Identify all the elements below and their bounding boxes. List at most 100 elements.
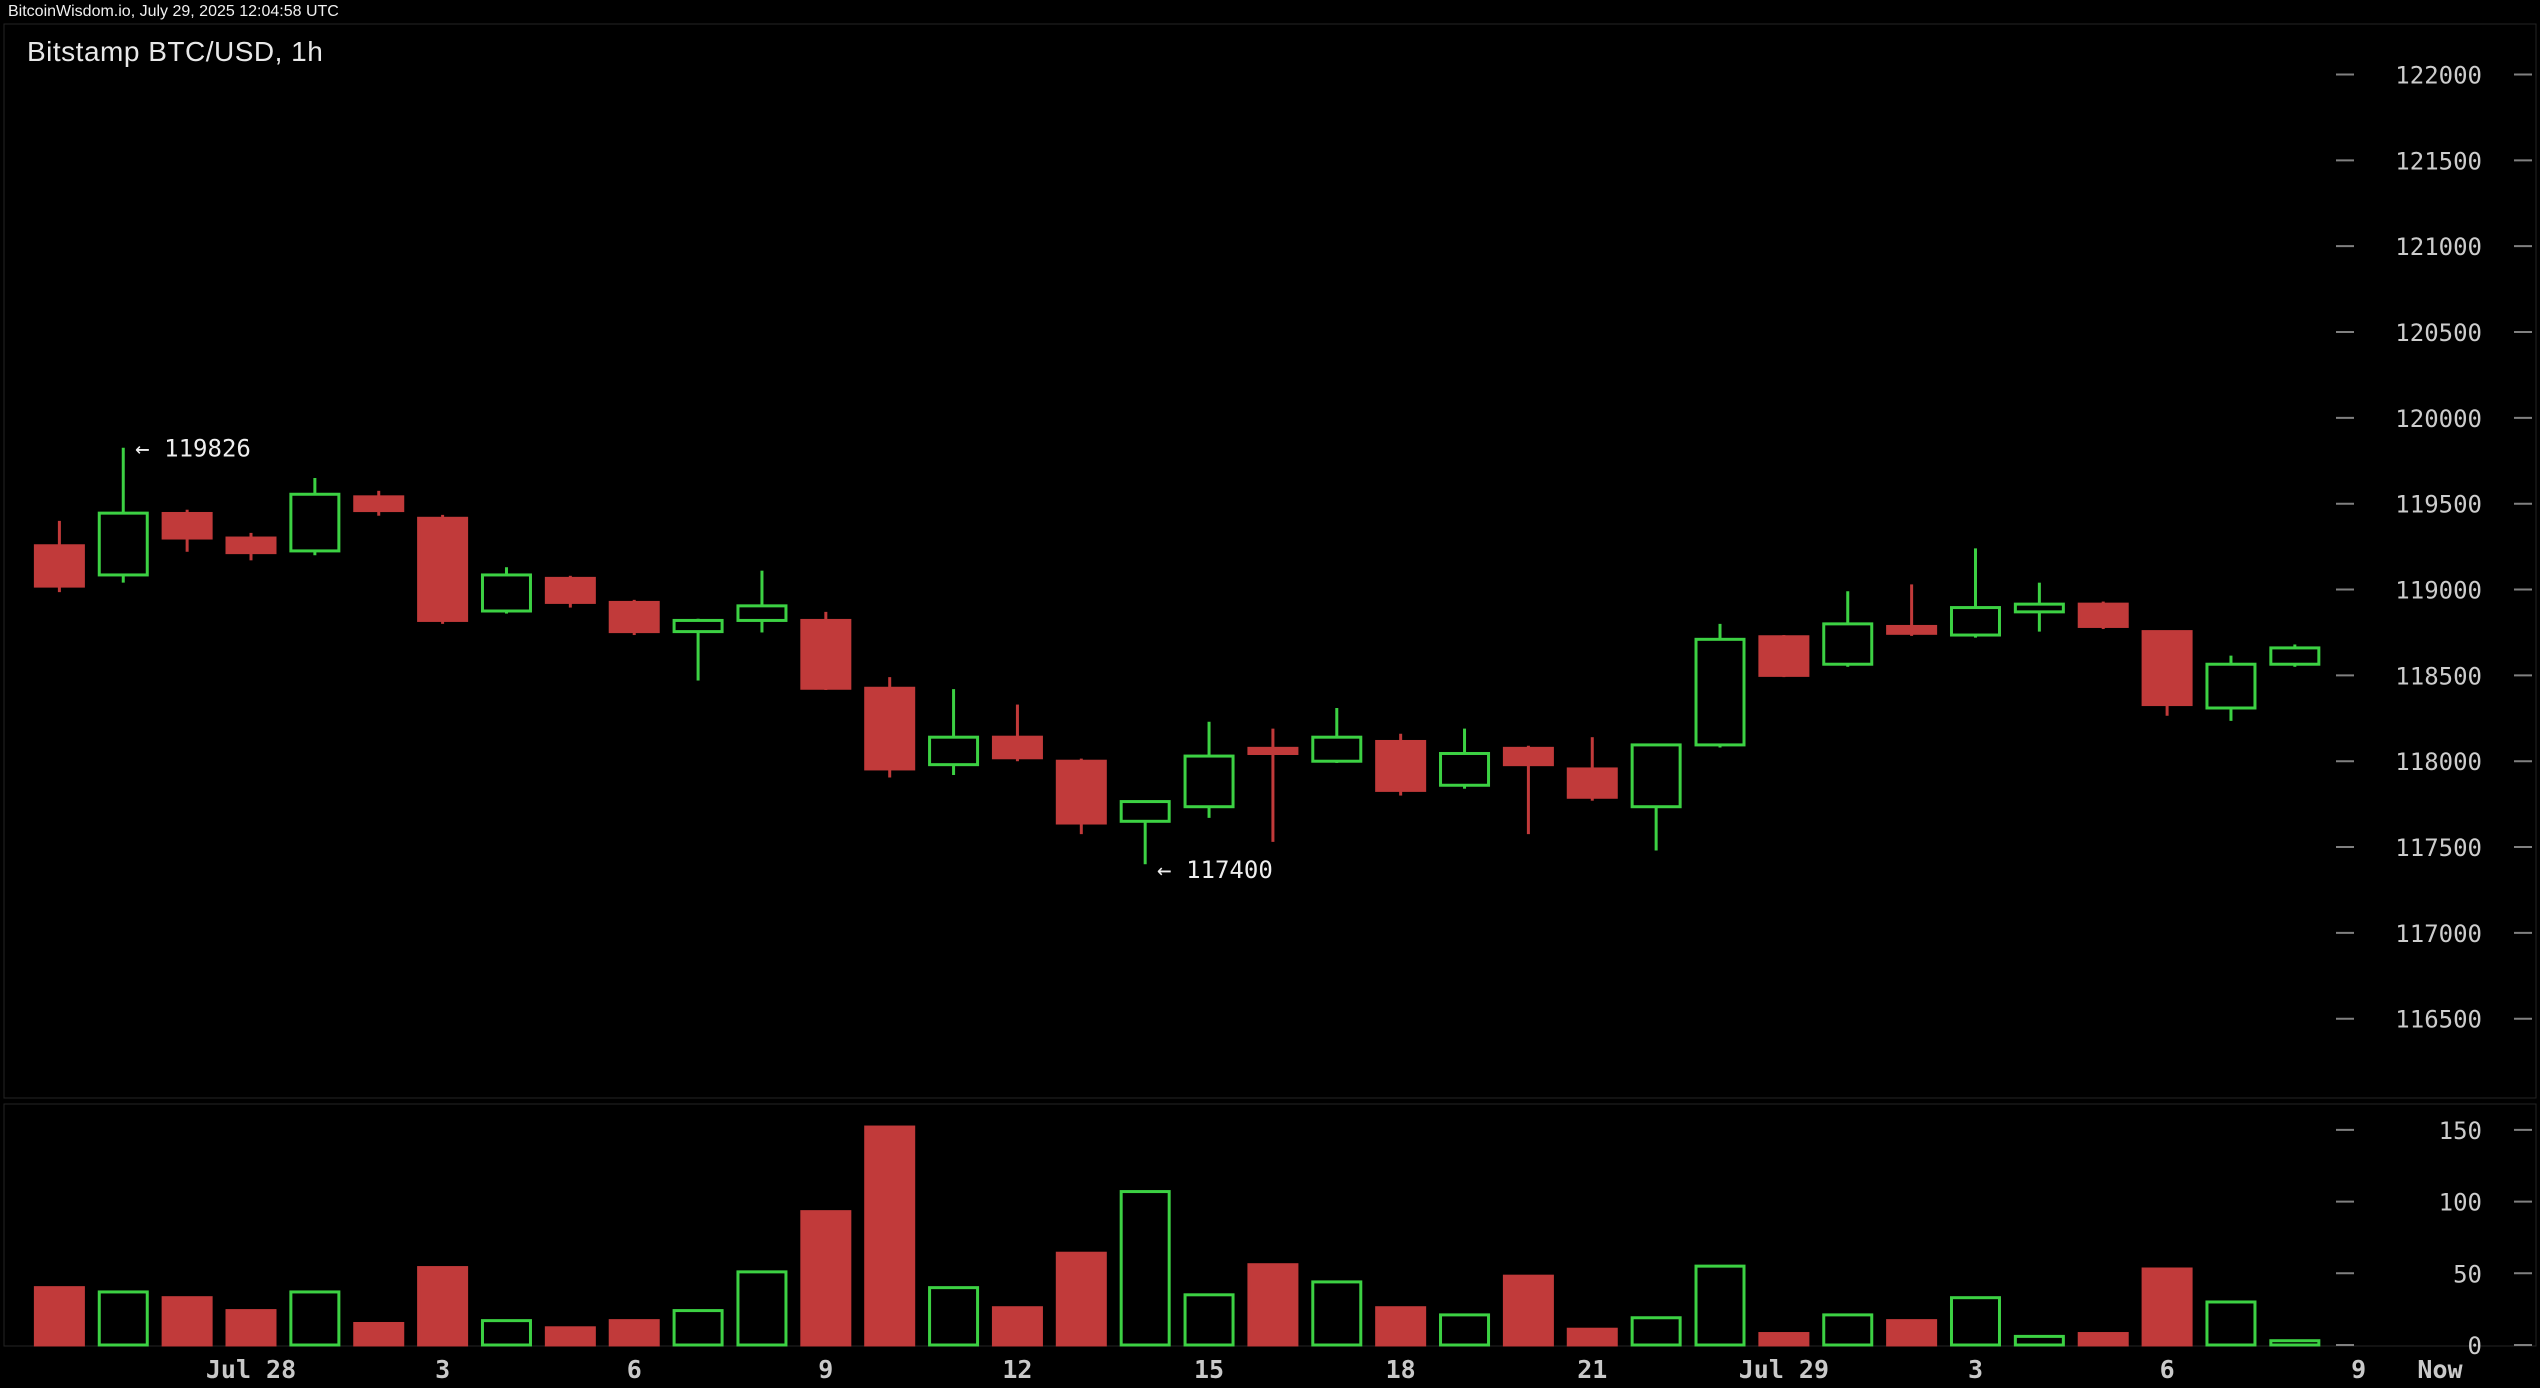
volume-axis-label: 50 <box>2453 1260 2482 1288</box>
candle-body <box>1247 746 1299 755</box>
candle-body <box>417 516 469 622</box>
volume-bar <box>1694 1264 1746 1347</box>
status-bar-text: BitcoinWisdom.io, July 29, 2025 12:04:58… <box>8 3 339 20</box>
chart-title: Bitstamp BTC/USD, 1h <box>27 36 324 67</box>
volume-bar <box>97 1290 149 1347</box>
x-axis-label: Jul 28 <box>206 1355 296 1384</box>
volume-bar <box>1311 1280 1363 1347</box>
volume-bar <box>1247 1263 1299 1347</box>
volume-bar <box>991 1306 1043 1347</box>
candle-body <box>1055 759 1107 825</box>
candle-body <box>225 536 277 555</box>
volume-bar <box>800 1210 852 1347</box>
volume-bar <box>928 1286 980 1347</box>
candle-body <box>1694 637 1746 747</box>
x-axis-label: 9 <box>818 1355 833 1384</box>
candle-body <box>1949 606 2001 637</box>
x-axis-label: 21 <box>1577 1355 1607 1384</box>
candle-body <box>1311 735 1363 763</box>
candle-body <box>33 544 85 588</box>
candle-body <box>2141 630 2193 707</box>
volume-bar <box>608 1319 660 1347</box>
x-axis-label: 15 <box>1194 1355 1224 1384</box>
volume-axis-label: 0 <box>2468 1332 2482 1360</box>
annotations: ← 119826 ← 117400 <box>135 435 1273 884</box>
volume-bar <box>2013 1334 2065 1347</box>
x-axis-label: 9 <box>2351 1355 2366 1384</box>
volume-bar <box>289 1290 341 1347</box>
candle-body <box>928 735 980 767</box>
candle-body <box>1183 754 1235 809</box>
volume-bar <box>1886 1319 1938 1347</box>
candle-body <box>1502 746 1554 767</box>
volume-bar <box>2205 1300 2257 1347</box>
price-axis-label: 119000 <box>2395 577 2482 605</box>
price-axis-label: 122000 <box>2395 62 2482 90</box>
x-axis-label: Jul 29 <box>1739 1355 1829 1384</box>
candle-body <box>864 686 916 771</box>
price-axis-label: 117500 <box>2395 834 2482 862</box>
volume-bar <box>672 1309 724 1347</box>
volume-bar <box>1822 1313 1874 1347</box>
price-axis: 122000 121500 121000 120500 120000 119500 1190… <box>2336 62 2532 1034</box>
price-axis-label: 118000 <box>2395 748 2482 776</box>
candle-body <box>1758 635 1810 677</box>
volume-bar <box>1055 1251 1107 1347</box>
volume-bar <box>417 1266 469 1347</box>
price-axis-label: 118500 <box>2395 662 2482 690</box>
price-axis-label: 121000 <box>2395 233 2482 261</box>
candle-body <box>1439 751 1491 787</box>
volume-bar <box>225 1309 277 1347</box>
volume-bar <box>1630 1316 1682 1347</box>
x-axis-label: 6 <box>2160 1355 2175 1384</box>
volume-bar <box>1758 1332 1810 1347</box>
volume-bar <box>736 1270 788 1347</box>
x-axis-label: 18 <box>1386 1355 1416 1384</box>
price-axis-label: 116500 <box>2395 1006 2482 1034</box>
candle-body <box>161 511 213 540</box>
candle-body <box>800 618 852 690</box>
candle-body <box>1375 739 1427 792</box>
volume-bar <box>33 1286 85 1347</box>
candle-body <box>1119 800 1171 823</box>
volume-bar <box>2141 1267 2193 1347</box>
time-axis: Jul 28 3 6 9 12 15 18 21 Jul 29 3 6 9 Now <box>206 1355 2464 1384</box>
price-annotation: ← 119826 <box>135 435 251 463</box>
price-panel <box>3 23 2537 1099</box>
volume-bar <box>1375 1306 1427 1347</box>
price-annotation: ← 117400 <box>1157 856 1273 884</box>
candle-body <box>1822 622 1874 666</box>
volume-bar <box>1949 1296 2001 1347</box>
price-axis-label: 120000 <box>2395 405 2482 433</box>
volume-bar <box>544 1326 596 1347</box>
volume-bar <box>864 1125 916 1347</box>
candle-body <box>2013 602 2065 614</box>
candle-body <box>2269 646 2321 666</box>
price-axis-label: 120500 <box>2395 319 2482 347</box>
volume-axis: 150 100 50 0 <box>2336 1117 2532 1360</box>
status-bar: BitcoinWisdom.io, July 29, 2025 12:04:58… <box>0 0 2540 24</box>
candle-body <box>97 511 149 577</box>
candle-body <box>480 573 532 613</box>
volume-bar <box>1183 1293 1235 1347</box>
volume-bar <box>2269 1339 2321 1347</box>
candle-body <box>736 604 788 622</box>
volume-bar <box>1502 1274 1554 1347</box>
candle-body <box>672 618 724 634</box>
x-axis-label: 3 <box>435 1355 450 1384</box>
candles <box>33 447 2321 865</box>
volume-bars <box>33 1125 2321 1347</box>
volume-bar <box>1119 1190 1171 1347</box>
candle-body <box>1886 624 1938 635</box>
x-axis-label: 12 <box>1002 1355 1032 1384</box>
volume-bar <box>161 1296 213 1347</box>
volume-axis-label: 150 <box>2439 1117 2482 1145</box>
volume-bar <box>2077 1332 2129 1347</box>
volume-axis-label: 100 <box>2439 1189 2482 1217</box>
candle-body <box>1566 767 1618 799</box>
candle-body <box>289 492 341 553</box>
volume-bar <box>353 1321 405 1347</box>
